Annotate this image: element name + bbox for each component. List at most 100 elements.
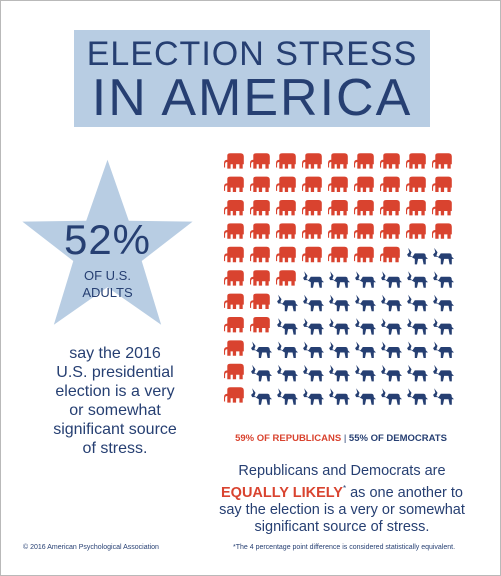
elephant-icon	[224, 293, 244, 309]
donkey-icon	[277, 294, 298, 312]
star-shape	[15, 156, 200, 336]
donkey-icon	[433, 341, 454, 358]
donkey-icon	[355, 318, 376, 335]
donkey-icon	[303, 294, 324, 312]
donkey-icon	[277, 364, 298, 382]
description-line: significant source	[53, 421, 177, 438]
elephant-icon	[224, 223, 244, 239]
elephant-icon	[250, 176, 270, 192]
footnote: *The 4 percentage point difference is co…	[233, 544, 456, 551]
elephant-icon	[276, 153, 296, 169]
elephant-icon	[380, 176, 400, 192]
elephant-icon	[406, 200, 426, 216]
elephant-icon	[224, 387, 244, 403]
elephant-icon	[250, 223, 270, 239]
pictogram-svg	[224, 153, 454, 405]
title-line-2: IN AMERICA	[91, 69, 413, 127]
elephant-icon	[250, 270, 270, 286]
donkey-icon	[433, 318, 454, 335]
elephant-icon	[250, 200, 270, 216]
elephant-icon	[224, 270, 244, 286]
donkey-icon	[303, 318, 324, 335]
elephant-icon	[250, 246, 270, 263]
donkey-icon	[381, 341, 402, 358]
elephant-icon	[224, 153, 244, 169]
star-subtitle-line-1: OF U.S.	[84, 268, 131, 283]
elephant-icon	[224, 176, 244, 192]
elephant-icon	[354, 176, 374, 192]
elephant-icon	[302, 176, 322, 192]
star-percent: 52%	[63, 216, 152, 263]
donkey-icon	[433, 294, 454, 312]
donkey-icon	[303, 364, 324, 382]
description: say the 2016 U.S. presidential election …	[41, 344, 189, 458]
elephant-icon	[354, 223, 374, 239]
donkey-icon	[407, 294, 428, 312]
description-line: or somewhat	[69, 402, 161, 419]
description-line: of stress.	[82, 440, 148, 457]
elephant-icon	[224, 363, 244, 380]
elephant-icon	[406, 153, 426, 169]
title-banner: ELECTION STRESS IN AMERICA	[74, 30, 430, 127]
donkey-icon	[303, 341, 324, 358]
legend: 59% OF REPUBLICANS | 55% OF DEMOCRATS	[223, 433, 459, 444]
statement-line-2-rest: as one another to	[346, 484, 463, 501]
donkey-icon	[433, 247, 454, 265]
elephant-icon	[276, 176, 296, 192]
elephant-icon	[380, 200, 400, 216]
elephant-icon	[328, 153, 348, 169]
statement-line-4: significant source of stress.	[254, 518, 430, 535]
donkey-icon	[329, 318, 350, 335]
description-line: election is a very	[55, 383, 175, 400]
donkey-icon	[407, 341, 428, 358]
statement-highlight: EQUALLY LIKELY	[221, 484, 343, 501]
donkey-icon	[251, 364, 272, 382]
donkey-icon	[277, 388, 298, 405]
donkey-icon	[407, 318, 428, 335]
elephant-icon	[276, 223, 296, 239]
donkey-icon	[355, 388, 376, 405]
elephant-icon	[276, 270, 296, 286]
donkey-icon	[381, 294, 402, 312]
donkey-icon	[433, 364, 454, 382]
elephant-icon	[406, 176, 426, 192]
elephant-icon	[380, 246, 400, 263]
description-line: say the 2016	[69, 345, 161, 362]
elephant-icon	[224, 317, 244, 333]
statement-line-1: Republicans and Democrats are	[238, 463, 446, 479]
donkey-icon	[329, 364, 350, 382]
elephant-icon	[406, 223, 426, 239]
donkey-icon	[433, 388, 454, 405]
elephant-icon	[354, 246, 374, 263]
pictogram-grid	[223, 151, 459, 411]
elephant-icon	[354, 200, 374, 216]
elephant-icon	[380, 223, 400, 239]
donkey-icon	[329, 294, 350, 312]
elephant-icon	[276, 200, 296, 216]
elephant-icon	[250, 317, 270, 333]
elephant-icon	[302, 223, 322, 239]
donkey-icon	[381, 388, 402, 405]
donkey-icon	[303, 388, 324, 405]
legend-republicans: 59% OF REPUBLICANS	[235, 433, 342, 444]
donkey-icon	[407, 388, 428, 405]
star-subtitle: OF U.S. ADULTS	[15, 267, 200, 301]
donkey-icon	[433, 271, 454, 288]
donkey-icon	[381, 364, 402, 382]
elephant-icon	[328, 176, 348, 192]
elephant-icon	[224, 200, 244, 216]
elephant-icon	[302, 153, 322, 169]
donkey-icon	[251, 341, 272, 358]
donkey-icon	[277, 341, 298, 358]
donkey-icon	[381, 318, 402, 335]
elephant-icon	[380, 153, 400, 169]
statement: Republicans and Democrats are EQUALLY LI…	[207, 463, 477, 536]
elephant-icon	[276, 246, 296, 263]
elephant-icon	[328, 246, 348, 263]
title-line-1: ELECTION STRESS	[86, 35, 418, 73]
donkey-icon	[329, 271, 350, 288]
elephant-icon	[432, 200, 452, 216]
elephant-icon	[432, 176, 452, 192]
elephant-icon	[432, 153, 452, 169]
statement-line-2: EQUALLY LIKELY* as one another to	[207, 480, 477, 502]
